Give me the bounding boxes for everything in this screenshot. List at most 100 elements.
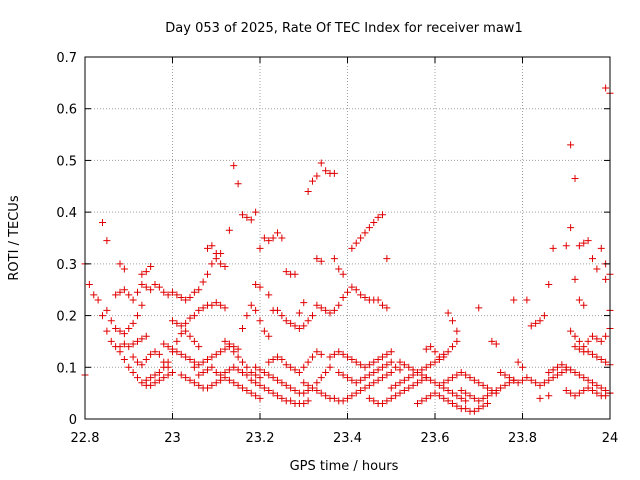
- data-point: [217, 371, 225, 379]
- data-point: [134, 337, 141, 345]
- data-point: [335, 368, 343, 376]
- data-point: [479, 394, 487, 402]
- data-point: [125, 291, 133, 299]
- data-point: [554, 371, 561, 379]
- data-point: [431, 379, 439, 387]
- data-point: [453, 327, 461, 335]
- data-point: [90, 291, 98, 299]
- data-point: [147, 374, 155, 382]
- data-point: [151, 348, 159, 356]
- data-point: [405, 374, 413, 382]
- data-point: [234, 353, 242, 361]
- data-point: [313, 387, 321, 395]
- data-point: [562, 387, 570, 395]
- data-point: [243, 371, 251, 379]
- data-point: [190, 379, 198, 387]
- data-point: [239, 384, 246, 392]
- data-point: [164, 291, 172, 299]
- data-point: [335, 348, 343, 356]
- data-point: [379, 301, 386, 309]
- data-point: [462, 371, 470, 379]
- data-point: [501, 371, 509, 379]
- data-point: [497, 384, 505, 392]
- data-point: [523, 296, 531, 304]
- data-point: [357, 234, 365, 242]
- data-point: [492, 387, 500, 395]
- data-point: [396, 379, 404, 387]
- data-point: [313, 348, 321, 356]
- data-point: [177, 350, 185, 358]
- data-point: [151, 379, 159, 387]
- data-point: [414, 379, 421, 387]
- data-point: [567, 389, 575, 397]
- data-point: [357, 361, 365, 369]
- data-point: [571, 332, 579, 340]
- y-tick-label: 0: [69, 413, 77, 428]
- data-point: [269, 389, 277, 397]
- data-point: [580, 387, 588, 395]
- data-point: [361, 293, 369, 301]
- data-point: [169, 288, 176, 296]
- data-point: [602, 84, 610, 92]
- data-point: [475, 405, 483, 413]
- data-point: [444, 397, 452, 405]
- data-point: [330, 394, 338, 402]
- data-point: [422, 394, 430, 402]
- data-point: [199, 358, 207, 366]
- data-point: [444, 387, 452, 395]
- data-point: [247, 301, 255, 309]
- data-point: [370, 397, 378, 405]
- data-point: [554, 363, 561, 371]
- data-point: [309, 177, 316, 185]
- data-point: [339, 293, 347, 301]
- data-point: [462, 389, 470, 397]
- data-point: [514, 379, 522, 387]
- data-point: [287, 397, 295, 405]
- data-point: [151, 281, 159, 289]
- data-point: [470, 394, 478, 402]
- data-point: [160, 363, 168, 371]
- data-point: [365, 371, 373, 379]
- data-point: [278, 394, 286, 402]
- data-point: [602, 358, 610, 366]
- data-point: [484, 399, 491, 407]
- data-point: [309, 384, 316, 392]
- data-point: [304, 187, 312, 195]
- data-point: [365, 381, 373, 389]
- data-point: [357, 387, 365, 395]
- data-point: [282, 381, 290, 389]
- data-point: [186, 293, 194, 301]
- data-point: [335, 265, 343, 273]
- data-point: [278, 234, 286, 242]
- data-point: [252, 363, 260, 371]
- data-point: [374, 376, 382, 384]
- data-point: [269, 374, 277, 382]
- data-point: [129, 319, 137, 327]
- data-point: [584, 384, 592, 392]
- data-point: [300, 389, 308, 397]
- data-point: [155, 283, 163, 291]
- data-point: [348, 376, 356, 384]
- data-point: [400, 387, 408, 395]
- data-point: [352, 379, 360, 387]
- data-point: [571, 275, 579, 283]
- data-point: [330, 255, 338, 263]
- data-point: [243, 387, 251, 395]
- data-point: [169, 368, 176, 376]
- data-point: [217, 348, 225, 356]
- data-point: [317, 159, 325, 167]
- data-point: [357, 376, 365, 384]
- data-point: [265, 237, 273, 245]
- data-point: [431, 358, 439, 366]
- data-point: [387, 358, 395, 366]
- data-point: [532, 319, 540, 327]
- data-point: [453, 371, 461, 379]
- data-point: [282, 317, 290, 325]
- data-point: [510, 296, 518, 304]
- data-point: [195, 371, 203, 379]
- data-point: [199, 278, 207, 286]
- data-point: [352, 389, 360, 397]
- data-point: [567, 327, 575, 335]
- data-point: [177, 330, 185, 338]
- data-point: [422, 363, 430, 371]
